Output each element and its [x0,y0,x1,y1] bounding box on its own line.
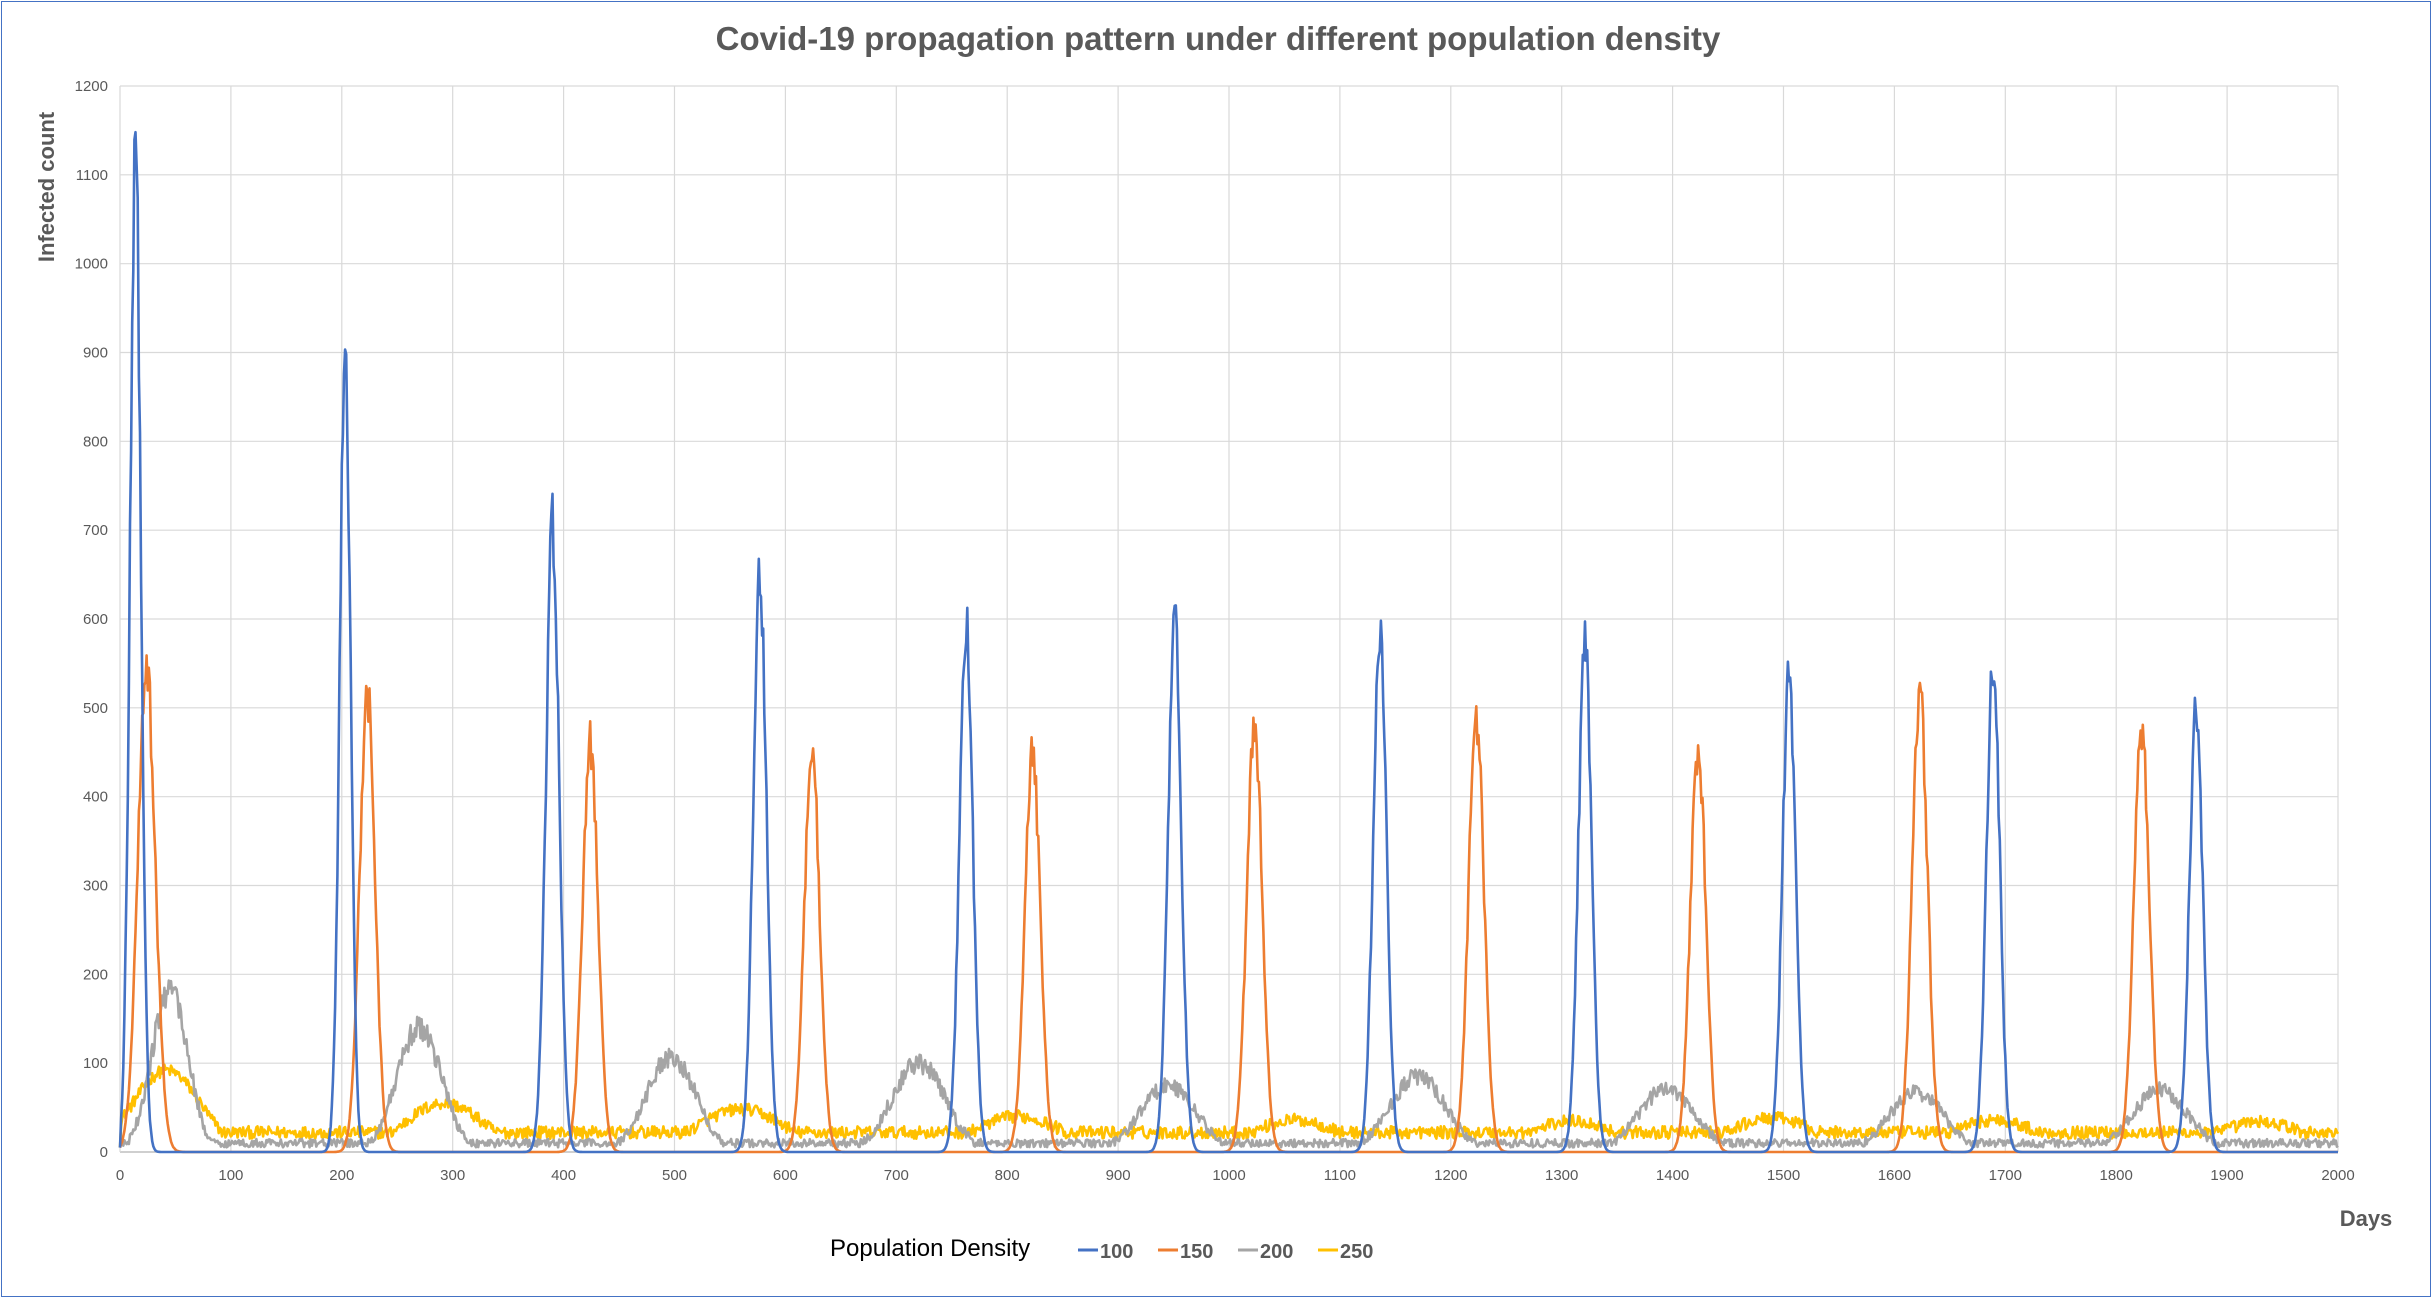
x-tick-label: 400 [551,1167,576,1184]
legend-label-150: 150 [1180,1241,1213,1263]
x-tick-label: 1900 [2210,1167,2243,1184]
x-tick-label: 1100 [1324,1167,1356,1184]
y-tick-label: 1000 [75,256,108,273]
x-tick-label: 1700 [1989,1167,2022,1184]
y-tick-label: 300 [83,878,108,895]
y-tick-label: 0 [100,1144,108,1161]
x-tick-label: 2000 [2321,1167,2354,1184]
legend-label-250: 250 [1340,1241,1373,1263]
x-tick-label: 1600 [1878,1167,1911,1184]
y-tick-label: 900 [83,345,108,362]
x-tick-label: 1200 [1434,1167,1467,1184]
x-tick-label: 700 [884,1167,909,1184]
legend-label-100: 100 [1100,1241,1133,1263]
x-axis-title: Days [2340,1206,2393,1231]
x-tick-label: 1400 [1656,1167,1689,1184]
x-tick-label: 1000 [1212,1167,1245,1184]
y-tick-label: 1100 [76,167,108,184]
x-tick-label: 100 [218,1167,243,1184]
legend-title: Population Density [830,1235,1030,1262]
y-tick-label: 800 [83,433,108,450]
tick-labels: 0100200300400500600700800900100011001200… [75,78,2355,1184]
series-line-200 [118,979,2339,1149]
series-line-250 [118,1063,2340,1148]
y-tick-label: 500 [83,700,108,717]
x-tick-label: 800 [995,1167,1020,1184]
legend-label-200: 200 [1260,1241,1293,1263]
x-tick-label: 900 [1106,1167,1131,1184]
x-tick-label: 200 [329,1167,354,1184]
x-tick-label: 500 [662,1167,687,1184]
gridlines [120,85,2339,1152]
x-tick-label: 1800 [2100,1167,2133,1184]
x-tick-label: 1300 [1545,1167,1578,1184]
y-tick-label: 1200 [75,78,108,95]
x-tick-label: 1500 [1767,1167,1800,1184]
series-line-100 [118,130,2339,1154]
x-tick-label: 600 [773,1167,798,1184]
series-lines [118,130,2340,1154]
legend: Population Density 100 150 200 250 [830,1235,1373,1263]
x-tick-label: 300 [440,1167,465,1184]
y-axis-title: Infected count [34,111,59,262]
y-tick-label: 100 [83,1055,108,1072]
y-tick-label: 200 [83,966,108,983]
y-tick-label: 600 [83,611,108,628]
chart-title: Covid-19 propagation pattern under diffe… [716,20,1721,57]
y-tick-label: 400 [83,789,108,806]
x-tick-label: 0 [116,1167,124,1184]
y-tick-label: 700 [83,522,108,539]
